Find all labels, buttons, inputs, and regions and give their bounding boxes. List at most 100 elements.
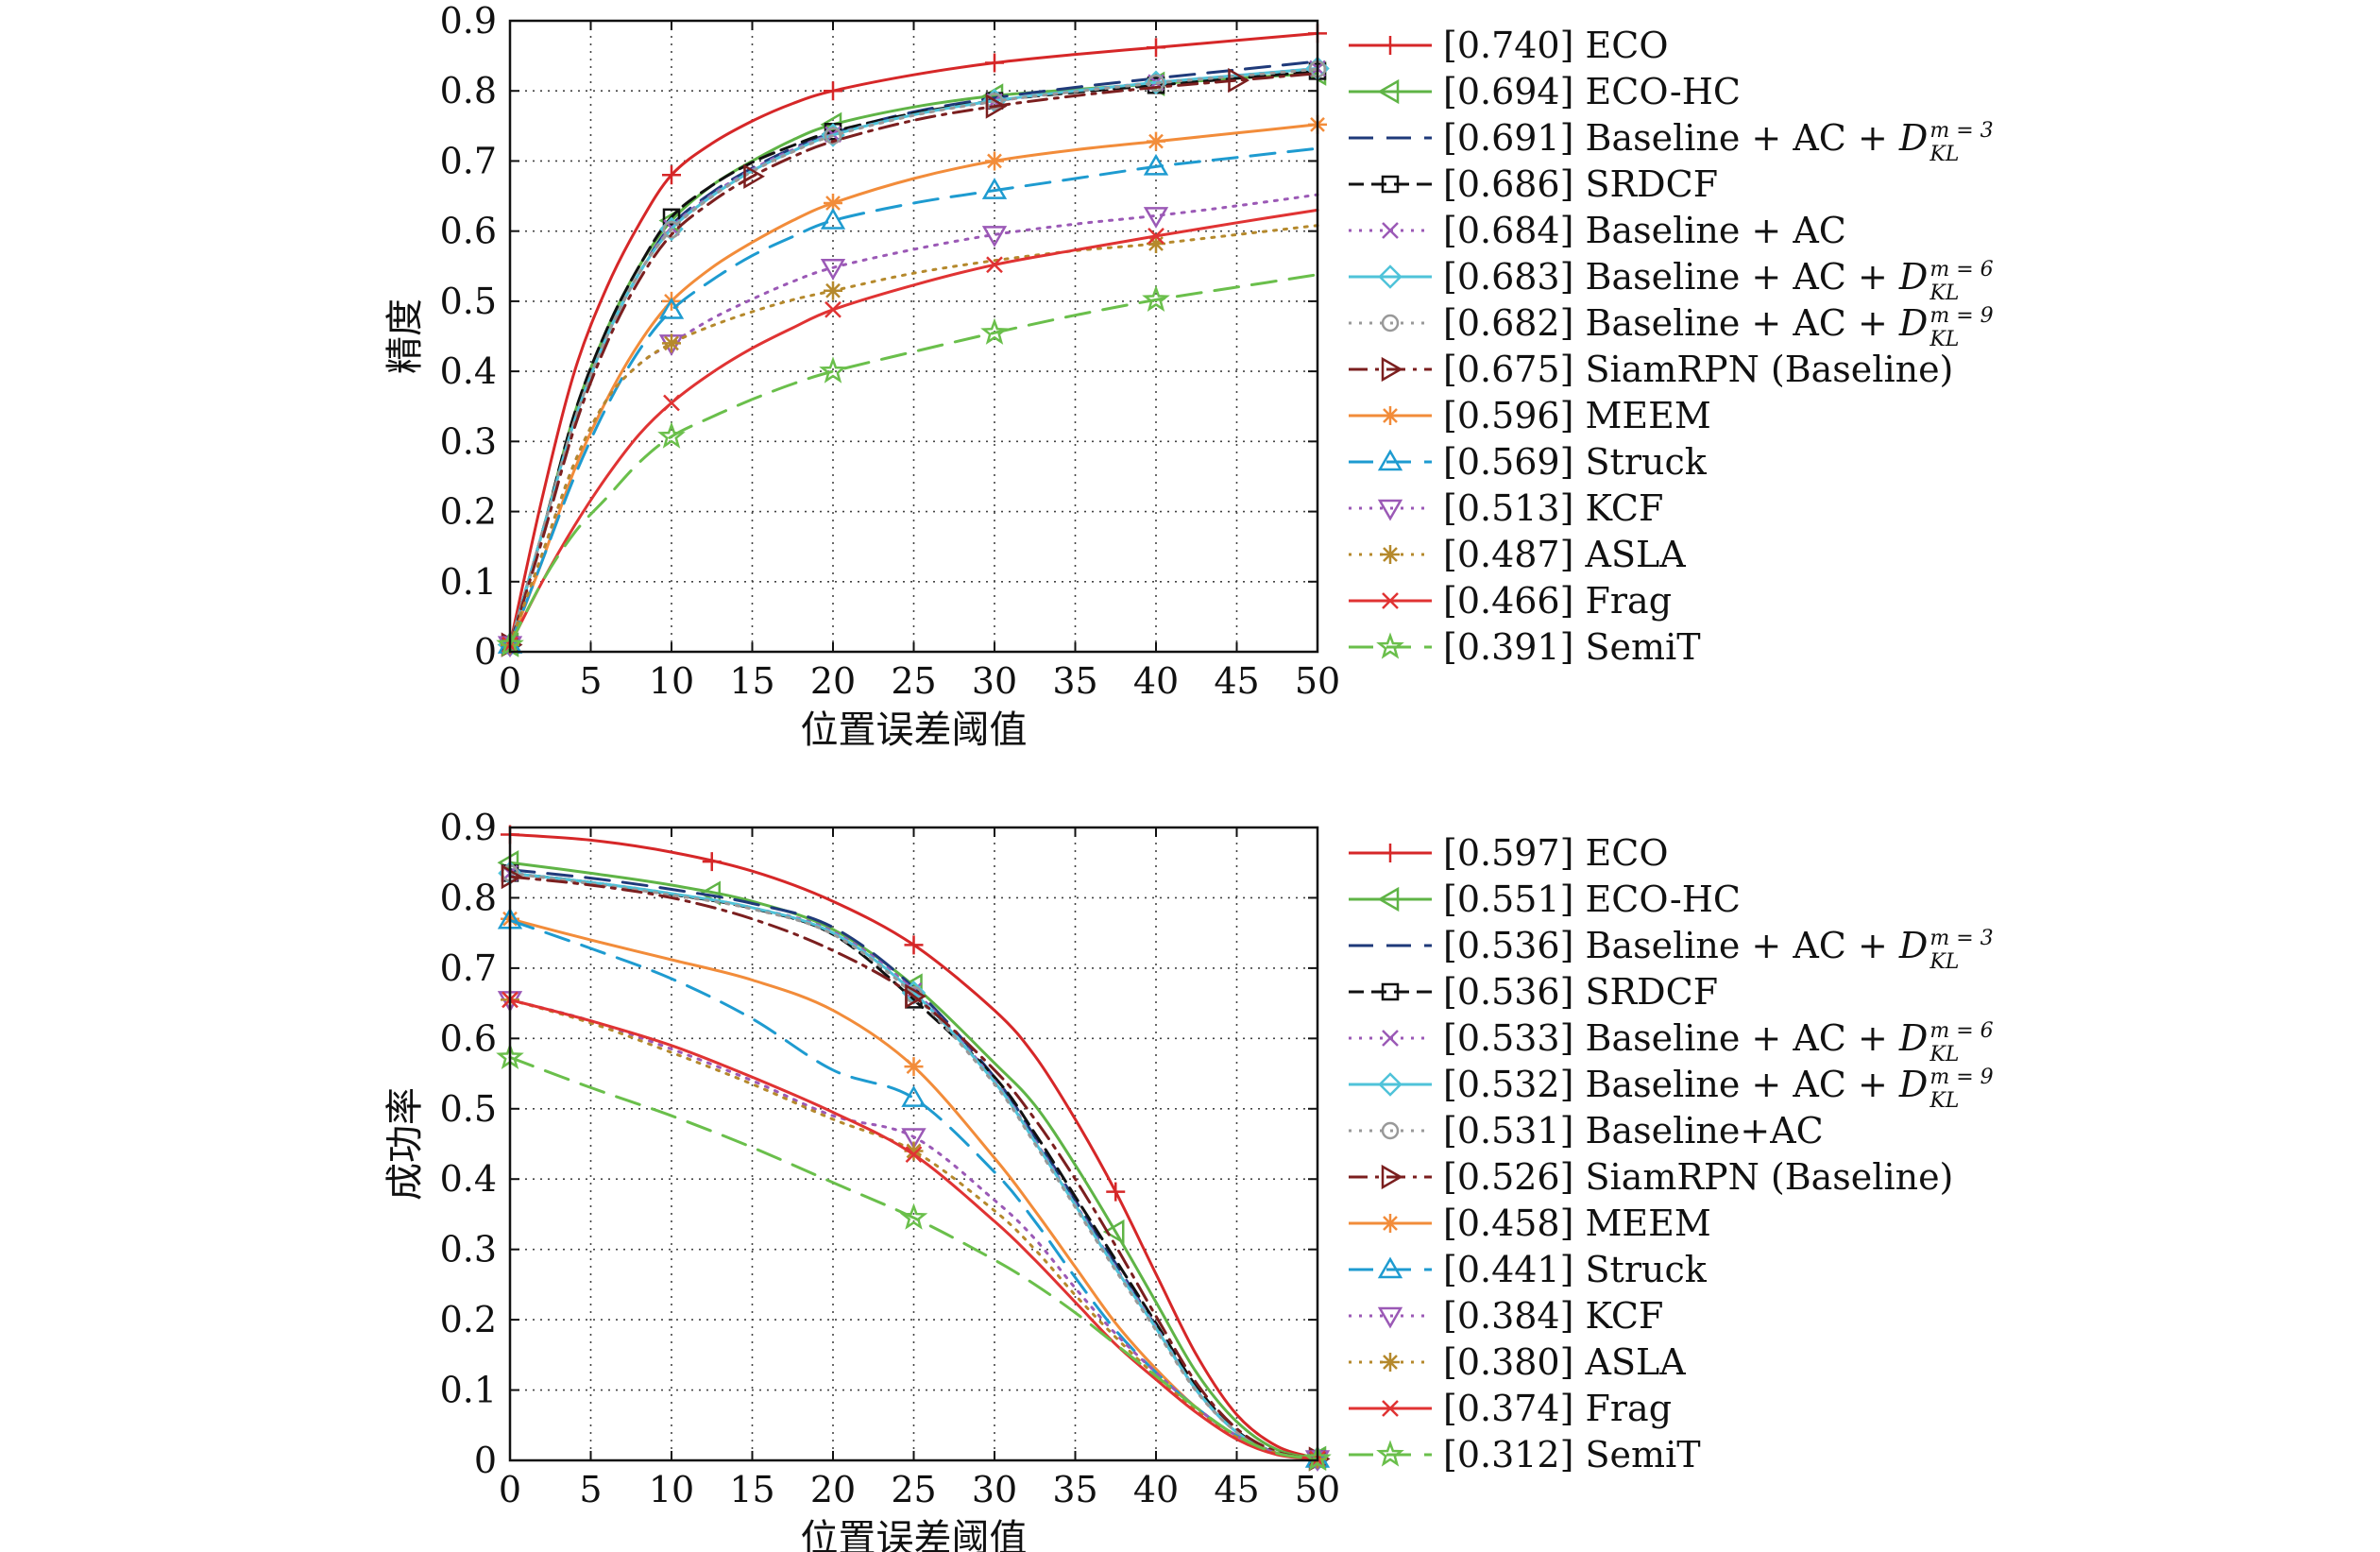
- legend-item: [0.694] ECO-HC: [1349, 71, 1741, 112]
- series-marker-7: [824, 127, 842, 145]
- y-tick-label: 0.5: [440, 281, 497, 322]
- legend-label: [0.466] Frag: [1443, 580, 1672, 622]
- legend-swatch-marker: [1377, 449, 1403, 471]
- y-tick-label: 0.8: [440, 70, 497, 111]
- legend-label: [0.391] SemiT: [1443, 626, 1701, 668]
- legend-swatch-marker: [1381, 1164, 1403, 1190]
- series-marker-1: [1147, 38, 1165, 58]
- legend-label: [0.312] SemiT: [1443, 1434, 1701, 1475]
- legend-score: [0.532]: [1443, 1064, 1586, 1105]
- series-line-12: [508, 998, 1319, 1460]
- series-marker-1: [1106, 1182, 1126, 1202]
- series-marker-8: [985, 94, 1008, 119]
- series-marker-13: [824, 300, 842, 318]
- series-marker-12: [662, 333, 681, 353]
- legend-label: [0.694] ECO-HC: [1443, 71, 1741, 112]
- y-tick-label: 0.7: [440, 140, 497, 181]
- legend-score: [0.694]: [1443, 71, 1586, 112]
- legend-series-name: SemiT: [1586, 626, 1701, 668]
- legend-score: [0.675]: [1443, 349, 1586, 390]
- legend-dkl-symbol: D: [1898, 1017, 1928, 1059]
- series-marker-9: [985, 151, 1004, 171]
- legend-item: [0.536] SRDCF: [1349, 971, 1718, 1013]
- y-tick-label: 0.4: [440, 1158, 497, 1200]
- legend-item: [0.380] ASLA: [1349, 1341, 1686, 1383]
- y-tick-label: 0.3: [440, 420, 497, 462]
- legend-score: [0.536]: [1443, 925, 1586, 966]
- legend-label: [0.531] Baseline+AC: [1443, 1110, 1824, 1151]
- legend-swatch-marker: [1378, 1072, 1402, 1097]
- legend-label: [0.569] Struck: [1443, 441, 1708, 483]
- legend-label: [0.533] Baseline + AC + D: [1443, 1017, 1928, 1059]
- legend-label: [0.536] Baseline + AC + D: [1443, 925, 1928, 966]
- x-tick-label: 25: [891, 1469, 936, 1510]
- series-marker-2: [1102, 1219, 1125, 1245]
- legend-series-name: Baseline + AC +: [1586, 1017, 1899, 1059]
- legend-swatch-marker: [1376, 1440, 1404, 1467]
- legend-score: [0.513]: [1443, 487, 1586, 529]
- legend-item: [0.531] Baseline+AC: [1349, 1110, 1824, 1151]
- x-tick-label: 30: [972, 660, 1017, 702]
- legend-series-name: Frag: [1586, 1388, 1673, 1429]
- legend-label: [0.441] Struck: [1443, 1249, 1708, 1290]
- legend-item: [0.551] ECO-HC: [1349, 878, 1741, 920]
- series-marker-10: [658, 298, 685, 319]
- x-tick-label: 30: [972, 1469, 1017, 1510]
- series-marker-14: [1303, 1443, 1332, 1472]
- legend-series-name: Baseline + AC +: [1586, 256, 1899, 298]
- y-tick-label: 0.2: [440, 1299, 497, 1340]
- legend-dkl-symbol: D: [1898, 925, 1928, 966]
- legend-label: [0.551] ECO-HC: [1443, 878, 1741, 920]
- legend-swatch-marker: [1377, 78, 1400, 105]
- legend-dkl-symbol: D: [1898, 256, 1928, 298]
- series-marker-10: [820, 208, 846, 230]
- legend-series-name: ECO-HC: [1586, 71, 1741, 112]
- series-line-9: [508, 123, 1319, 647]
- x-tick-label: 25: [891, 660, 936, 702]
- legend-score: [0.526]: [1443, 1156, 1586, 1198]
- legend-subscript: KL: [1929, 950, 1959, 974]
- legend-series-name: ECO: [1586, 25, 1669, 66]
- legend-swatch-marker: [1376, 632, 1404, 659]
- legend-swatch-marker: [1381, 36, 1400, 55]
- x-axis-title: 位置误差阈值: [801, 708, 1028, 752]
- y-tick-label: 0.9: [440, 0, 497, 42]
- legend-score: [0.596]: [1443, 395, 1586, 436]
- series-marker-1: [662, 165, 681, 185]
- legend-score: [0.441]: [1443, 1249, 1586, 1290]
- legend-item: [0.374] Frag: [1349, 1388, 1672, 1429]
- series-line-13: [508, 208, 1319, 647]
- series-marker-11: [981, 226, 1008, 247]
- legend-dkl-symbol: D: [1898, 117, 1928, 159]
- series-marker-8: [1228, 67, 1250, 94]
- legend-score: [0.682]: [1443, 302, 1586, 344]
- x-axis-title: 位置误差阈值: [801, 1517, 1028, 1552]
- legend-swatch-marker: [1381, 314, 1400, 333]
- legend-item: [0.487] ASLA: [1349, 534, 1686, 575]
- legend-dkl-symbol: D: [1898, 1064, 1928, 1105]
- legend-series-name: ASLA: [1585, 1341, 1687, 1383]
- legend-label: [0.536] SRDCF: [1443, 971, 1718, 1013]
- legend-label: [0.597] ECO: [1443, 832, 1668, 874]
- x-tick-label: 15: [729, 1469, 774, 1510]
- legend-series-name: ECO: [1586, 832, 1669, 874]
- y-tick-label: 0.7: [440, 947, 497, 989]
- legend-score: [0.551]: [1443, 878, 1586, 920]
- series-marker-12: [1147, 234, 1165, 254]
- series-line-13: [508, 998, 1319, 1460]
- legend-subscript: KL: [1929, 143, 1959, 166]
- y-tick-label: 0.1: [440, 561, 497, 603]
- series-marker-14: [1142, 284, 1170, 312]
- legend-label: [0.686] SRDCF: [1443, 163, 1718, 205]
- legend-score: [0.597]: [1443, 832, 1586, 874]
- series-marker-14: [819, 356, 847, 384]
- legend-item: [0.384] KCF: [1349, 1295, 1663, 1337]
- legend-subscript: KL: [1929, 328, 1959, 351]
- legend-score: [0.686]: [1443, 163, 1586, 205]
- legend-label: [0.458] MEEM: [1443, 1202, 1711, 1244]
- series-marker-11: [1143, 207, 1169, 229]
- legend-score: [0.569]: [1443, 441, 1586, 483]
- legend-item: [0.526] SiamRPN (Baseline): [1349, 1156, 1953, 1198]
